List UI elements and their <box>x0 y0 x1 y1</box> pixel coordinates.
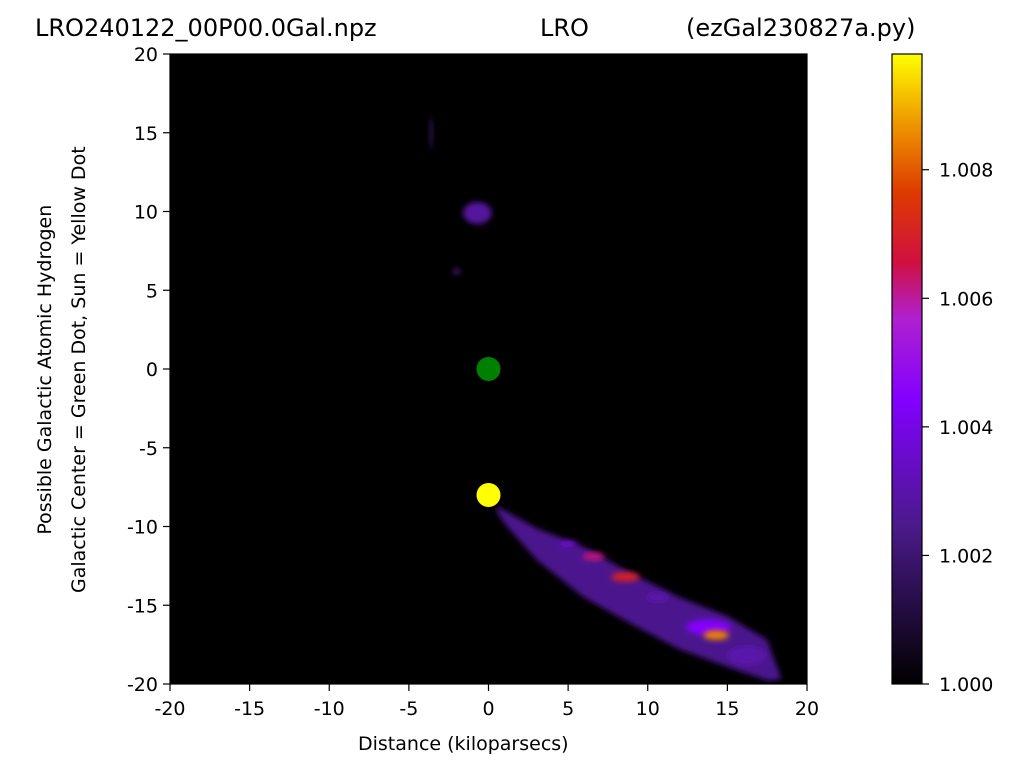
x-tick-label: -15 <box>234 698 265 720</box>
y-tick-label: 0 <box>146 359 158 381</box>
x-tick-label: 10 <box>636 698 660 720</box>
title-filename: LRO240122_00P00.0Gal.npz <box>35 14 377 42</box>
heatmap-layer <box>429 115 782 681</box>
emission-clump <box>646 592 669 603</box>
colorbar-axis: 1.000 1.002 1.004 1.006 1.008 <box>922 160 993 696</box>
y-tick-label: -20 <box>127 674 158 696</box>
colorbar-tick-label: 1.004 <box>939 417 993 439</box>
x-tick-label: -10 <box>314 698 345 720</box>
colorbar-tick-label: 1.000 <box>939 674 993 696</box>
marker-layer <box>476 357 501 507</box>
emission-clump <box>727 646 766 666</box>
emission-clump <box>429 115 433 151</box>
y-tick-label: 10 <box>134 202 158 224</box>
y-tick-label: 5 <box>146 280 158 302</box>
y-tick-label: -15 <box>127 595 158 617</box>
y-tick-label: -5 <box>139 438 158 460</box>
emission-clump <box>611 572 640 582</box>
colorbar-tick-label: 1.006 <box>939 288 993 310</box>
colorbar-tick-label: 1.002 <box>939 545 993 567</box>
x-tick-label: 5 <box>562 698 574 720</box>
y-tick-label: -10 <box>127 517 158 539</box>
x-axis: -20 -15 -10 -5 0 5 10 15 20 <box>154 684 819 720</box>
y-axis-label: Possible Galactic Atomic Hydrogen Galact… <box>34 145 90 593</box>
x-axis-label: Distance (kiloparsecs) <box>358 733 569 755</box>
title-station: LRO <box>540 14 589 42</box>
title-script: (ezGal230827a.py) <box>686 14 916 42</box>
emission-clump <box>558 540 578 547</box>
emission-clump <box>463 202 492 225</box>
colorbar <box>891 53 923 685</box>
x-tick-label: 0 <box>482 698 494 720</box>
sun-marker <box>476 483 501 507</box>
y-axis: -20 -15 -10 -5 0 5 10 15 20 <box>127 44 170 696</box>
x-tick-label: -20 <box>154 698 185 720</box>
emission-clump <box>582 552 605 561</box>
emission-clump <box>452 268 461 275</box>
x-tick-label: 15 <box>715 698 739 720</box>
y-tick-label: 20 <box>134 44 158 66</box>
galactic-center-marker <box>476 357 501 381</box>
emission-clump <box>703 630 729 640</box>
x-tick-label: 20 <box>795 698 819 720</box>
colorbar-tick-label: 1.008 <box>939 160 993 182</box>
x-tick-label: -5 <box>399 698 418 720</box>
y-tick-label: 15 <box>134 123 158 145</box>
